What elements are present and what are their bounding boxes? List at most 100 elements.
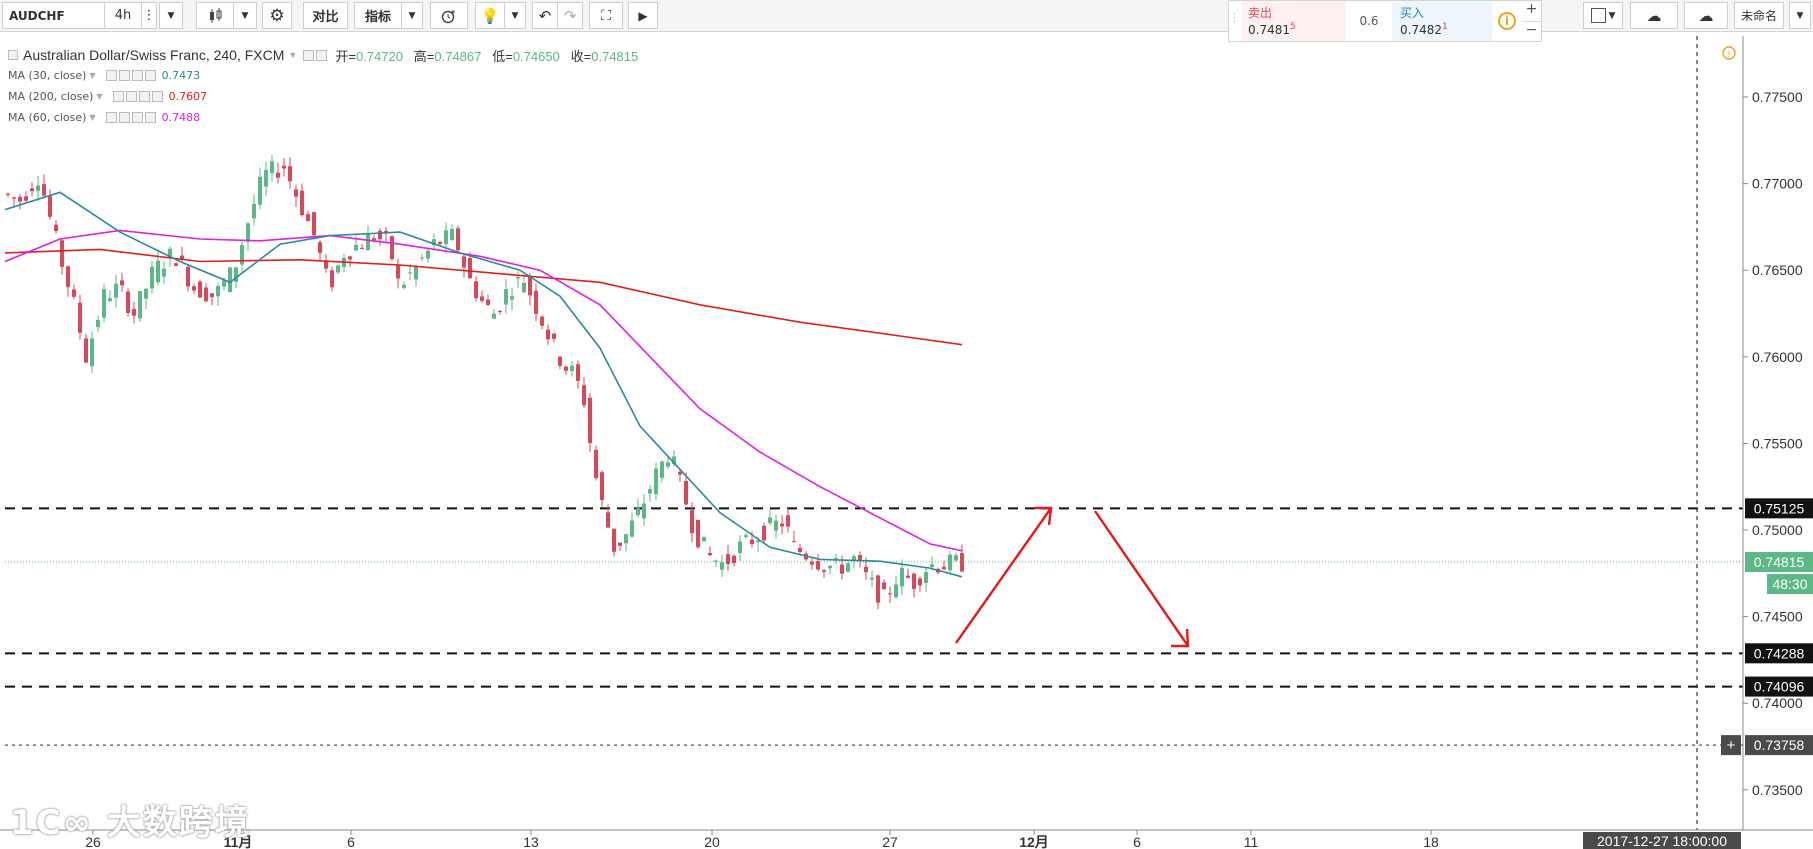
warning-icon[interactable]: ! bbox=[1722, 46, 1736, 60]
ma30-dropdown-icon[interactable]: ▼ bbox=[89, 71, 96, 80]
candle bbox=[138, 290, 142, 323]
candle-body bbox=[540, 316, 544, 326]
candle-body bbox=[750, 539, 754, 545]
lightbulb-icon[interactable]: 💡 bbox=[475, 2, 505, 29]
candle bbox=[342, 253, 346, 273]
candle-body bbox=[198, 281, 202, 298]
crosshair-time-label: 2017-12-27 18:00:00 bbox=[1597, 833, 1727, 849]
ma60-settings-icon[interactable] bbox=[118, 112, 130, 123]
time-tick-label: 13 bbox=[523, 834, 539, 849]
legend-title-row: Australian Dollar/Swiss Franc, 240, FXCM… bbox=[8, 45, 638, 65]
ma200-remove-icon[interactable] bbox=[151, 91, 163, 102]
sell-button[interactable]: 卖出 0.74815 bbox=[1242, 1, 1346, 41]
ma60-legend-row: MA (60, close) ▼ 0.7488 bbox=[8, 107, 638, 128]
ma30-remove-icon[interactable] bbox=[144, 70, 156, 81]
cloud-download-icon[interactable]: ☁ bbox=[1630, 2, 1678, 29]
arrow-up-line[interactable] bbox=[955, 507, 1052, 644]
chart-style-dropdown-icon[interactable]: ▼ bbox=[233, 2, 257, 29]
indicators-label: 指标 bbox=[364, 10, 391, 25]
visibility-icon[interactable] bbox=[303, 49, 315, 61]
settings-gear-icon[interactable]: ⚙ bbox=[262, 2, 292, 29]
indicators-button[interactable]: 指标 bbox=[354, 2, 402, 29]
collapse-icon[interactable] bbox=[8, 50, 18, 60]
candle-body bbox=[570, 365, 574, 372]
ma30-add-icon[interactable] bbox=[131, 70, 143, 81]
candle-body bbox=[318, 242, 322, 254]
ideas-dropdown-icon[interactable]: ▼ bbox=[504, 2, 526, 29]
candle-body bbox=[840, 564, 844, 574]
undo-icon[interactable]: ↶ bbox=[532, 2, 558, 29]
candle-body bbox=[762, 525, 766, 541]
high-label: 高= bbox=[413, 48, 435, 64]
ma30-visibility-icon[interactable] bbox=[105, 70, 117, 81]
candle bbox=[774, 514, 778, 540]
ma200-add-icon[interactable] bbox=[138, 91, 150, 102]
ma60-dropdown-icon[interactable]: ▼ bbox=[89, 113, 96, 122]
ohlc-readout: 开=0.74720 高=0.74867 低=0.74650 收=0.74815 bbox=[335, 46, 638, 65]
legend-dropdown-icon[interactable]: ▼ bbox=[288, 50, 298, 60]
interval-dropdown-chevron-icon[interactable]: ▼ bbox=[159, 2, 183, 29]
candle bbox=[366, 225, 370, 251]
time-axis[interactable]: 26 11月 6 13 20 27 12月 6 11 18 2017-12-27 18:00:00 bbox=[85, 830, 1741, 849]
ma200-dropdown-icon[interactable]: ▼ bbox=[96, 92, 103, 101]
symbol-input[interactable]: AUDCHF bbox=[2, 2, 105, 29]
ma200-settings-icon[interactable] bbox=[125, 91, 137, 102]
candle-body bbox=[888, 593, 892, 595]
ma30-settings-icon[interactable] bbox=[118, 70, 130, 81]
chart-style-candles-icon[interactable] bbox=[196, 2, 234, 29]
candle bbox=[792, 530, 796, 543]
interval-more-icon[interactable]: ⋮ bbox=[141, 2, 157, 29]
compare-button[interactable]: 对比 bbox=[303, 2, 348, 29]
candle-body bbox=[72, 289, 76, 297]
alert-add-icon[interactable] bbox=[430, 2, 468, 29]
candle-body bbox=[870, 577, 874, 580]
candle-body bbox=[852, 556, 856, 561]
candle bbox=[840, 555, 844, 580]
candle-body bbox=[552, 333, 556, 339]
layout-dropdown-icon[interactable]: ▼ bbox=[1789, 2, 1811, 29]
candle bbox=[174, 262, 178, 267]
time-tick-label: 11月 bbox=[224, 834, 253, 849]
symbol-text: AUDCHF bbox=[9, 8, 65, 23]
candle-body bbox=[138, 291, 142, 319]
ma200-visibility-icon[interactable] bbox=[112, 91, 124, 102]
layout-square-icon[interactable]: ▼ bbox=[1583, 2, 1623, 29]
candle-body bbox=[588, 397, 592, 444]
add-level-plus-icon[interactable]: + bbox=[1727, 737, 1736, 754]
cloud-upload-icon[interactable]: ☁ bbox=[1684, 2, 1728, 29]
layout-name-button[interactable]: 未命名 bbox=[1734, 2, 1784, 29]
ma60-line[interactable] bbox=[4, 229, 963, 552]
ma60-add-icon[interactable] bbox=[131, 112, 143, 123]
buy-button[interactable]: 买入 0.74821 bbox=[1392, 1, 1492, 41]
ma30-line[interactable] bbox=[4, 191, 963, 578]
candle bbox=[522, 276, 526, 293]
fullscreen-icon[interactable]: ⛶ bbox=[589, 2, 623, 29]
candle bbox=[816, 553, 820, 572]
ma60-remove-icon[interactable] bbox=[144, 112, 156, 123]
candle bbox=[288, 157, 292, 189]
redo-icon[interactable]: ↷ bbox=[557, 2, 583, 29]
price-axis[interactable]: 0.77500 0.77000 0.76500 0.76000 0.75500 0.750… bbox=[1743, 89, 1803, 798]
settings-small-icon[interactable] bbox=[316, 49, 328, 61]
arrow-down-line[interactable] bbox=[1094, 510, 1189, 647]
candle-body bbox=[504, 289, 508, 305]
candle bbox=[408, 264, 412, 281]
replay-play-icon[interactable]: ▶ bbox=[628, 2, 658, 29]
candle-body bbox=[828, 565, 832, 569]
decrease-minus-icon[interactable]: − bbox=[1525, 22, 1538, 38]
ma200-line[interactable] bbox=[4, 248, 963, 346]
legend-title: Australian Dollar/Swiss Franc, 240, FXCM bbox=[23, 47, 285, 63]
candle bbox=[96, 315, 100, 333]
candle-body bbox=[36, 185, 40, 191]
time-tick-label: 12月 bbox=[1019, 834, 1049, 849]
candle-body bbox=[66, 266, 70, 288]
info-icon[interactable]: i bbox=[1493, 1, 1521, 41]
increase-plus-icon[interactable]: + bbox=[1522, 1, 1541, 22]
candle bbox=[6, 192, 10, 198]
countdown-box bbox=[1767, 574, 1813, 595]
add-level-plus-box[interactable] bbox=[1721, 735, 1741, 756]
candle bbox=[552, 332, 556, 343]
indicators-dropdown-icon[interactable]: ▼ bbox=[401, 2, 423, 29]
ma60-visibility-icon[interactable] bbox=[105, 112, 117, 123]
